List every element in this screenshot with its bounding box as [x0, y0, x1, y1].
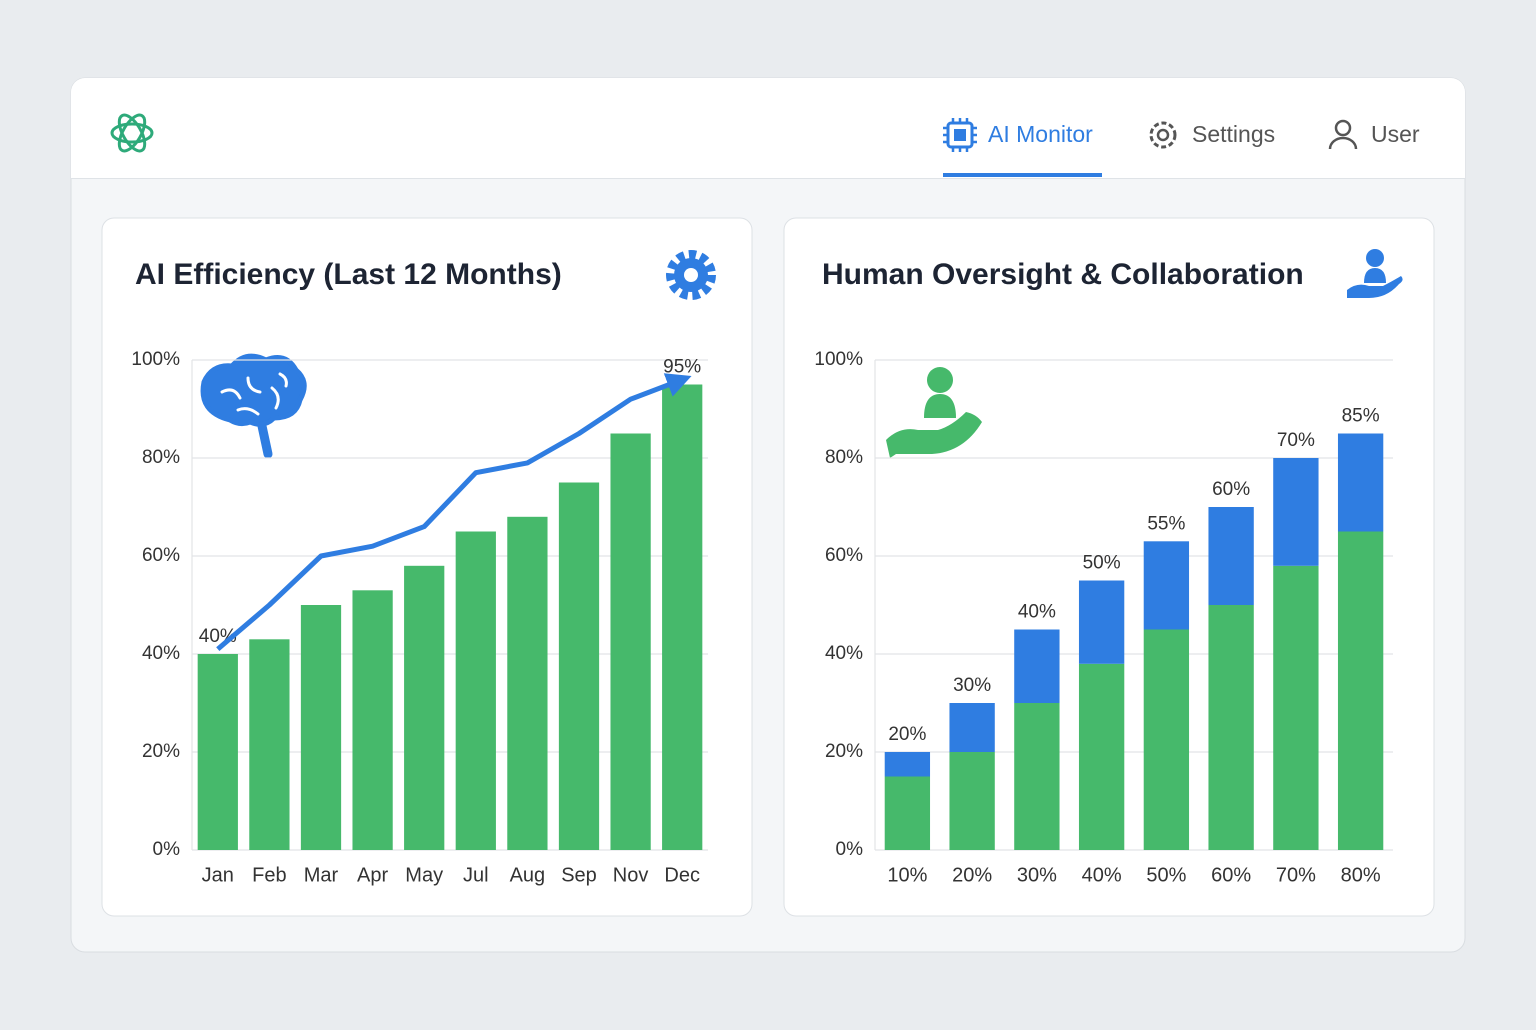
bar-segment [1273, 565, 1319, 850]
y-tick-label: 60% [142, 545, 180, 566]
bar-label: 60% [1212, 479, 1250, 500]
x-tick-label: Apr [357, 864, 388, 886]
bar-segment [1273, 458, 1319, 566]
x-tick-label: 30% [1017, 864, 1057, 886]
x-tick-label: Nov [613, 864, 649, 886]
logo[interactable] [110, 111, 154, 155]
bar-label: 55% [1147, 513, 1185, 534]
x-tick-label: 50% [1146, 864, 1186, 886]
x-tick-label: May [405, 864, 443, 886]
gear-icon [1149, 121, 1177, 149]
x-tick-label: Jul [463, 864, 489, 886]
bar-label: 40% [1018, 602, 1056, 623]
y-tick-label: 20% [142, 741, 180, 762]
y-tick-label: 80% [825, 447, 863, 468]
user-head [1334, 119, 1352, 137]
x-tick-label: Feb [252, 864, 286, 886]
oversight-icon [1347, 249, 1403, 298]
y-tick-label: 20% [825, 741, 863, 762]
bar-label: 50% [1083, 553, 1121, 574]
bar-segment [1078, 663, 1125, 850]
chart-title: AI Efficiency (Last 12 Months) [135, 258, 562, 291]
bar-segment [1014, 629, 1060, 703]
chart-title: Human Oversight & Collaboration [822, 258, 1304, 291]
bar-segment [1143, 629, 1190, 850]
y-tick-label: 0% [836, 839, 864, 860]
bar-segment [884, 776, 931, 850]
nav-user[interactable]: User [1328, 119, 1420, 150]
x-tick-label: Aug [510, 864, 546, 886]
bar-label: 85% [1342, 406, 1380, 427]
bar [300, 605, 342, 850]
y-tick-label: 40% [825, 643, 863, 664]
trend-line [216, 373, 692, 652]
nav-label: AI Monitor [988, 121, 1093, 147]
bar-segment [884, 752, 931, 777]
active-underline [943, 173, 1102, 177]
nav-label: Settings [1192, 121, 1275, 147]
bar-segment [1208, 605, 1254, 850]
x-tick-label: Jan [202, 864, 234, 886]
bar [610, 433, 651, 850]
oversight-illustration [886, 367, 982, 458]
x-tick-label: 80% [1341, 864, 1381, 886]
bar [404, 565, 445, 850]
bar [507, 516, 548, 850]
gear-teeth [666, 250, 716, 300]
nav-ai-monitor[interactable]: AI Monitor [943, 118, 1102, 177]
nav-label: User [1371, 121, 1420, 147]
y-tick-label: 40% [142, 643, 180, 664]
header [71, 78, 1465, 178]
x-tick-label: 10% [887, 864, 927, 886]
bar-label: 30% [953, 675, 991, 696]
nav-settings[interactable]: Settings [1149, 121, 1275, 149]
y-tick-label: 60% [825, 545, 863, 566]
bar [662, 384, 703, 850]
bar [455, 531, 496, 850]
gear-hub [1156, 128, 1170, 142]
bar [249, 639, 290, 850]
y-tick-label: 100% [131, 349, 180, 370]
x-tick-label: 20% [952, 864, 992, 886]
chip-core [954, 129, 966, 141]
x-tick-label: 70% [1276, 864, 1316, 886]
y-tick-label: 80% [142, 447, 180, 468]
x-tick-label: 40% [1082, 864, 1122, 886]
user-body [1328, 136, 1358, 150]
settings-gear[interactable] [666, 250, 716, 300]
bar [558, 482, 600, 850]
bar-segment [1014, 703, 1060, 850]
y-tick-label: 100% [814, 349, 863, 370]
bar-segment [1337, 433, 1384, 532]
gear-hole [684, 268, 698, 282]
data-label: 95% [663, 357, 701, 378]
bar-segment [1143, 541, 1190, 630]
x-tick-label: Dec [664, 864, 700, 886]
bar-segment [1208, 507, 1254, 605]
y-tick-label: 0% [153, 839, 181, 860]
bar [352, 590, 393, 850]
x-tick-label: Sep [561, 864, 597, 886]
bar-label: 70% [1277, 430, 1315, 451]
bar-segment [949, 703, 995, 752]
bar-segment [949, 752, 995, 850]
brain-icon [200, 353, 307, 459]
bar-label: 20% [888, 724, 926, 745]
panel [783, 217, 1435, 917]
chip-pins [943, 118, 977, 152]
bar [197, 654, 238, 850]
bar-segment [1078, 580, 1125, 664]
x-tick-label: 60% [1211, 864, 1251, 886]
x-tick-label: Mar [304, 864, 339, 886]
bar-segment [1337, 531, 1384, 850]
